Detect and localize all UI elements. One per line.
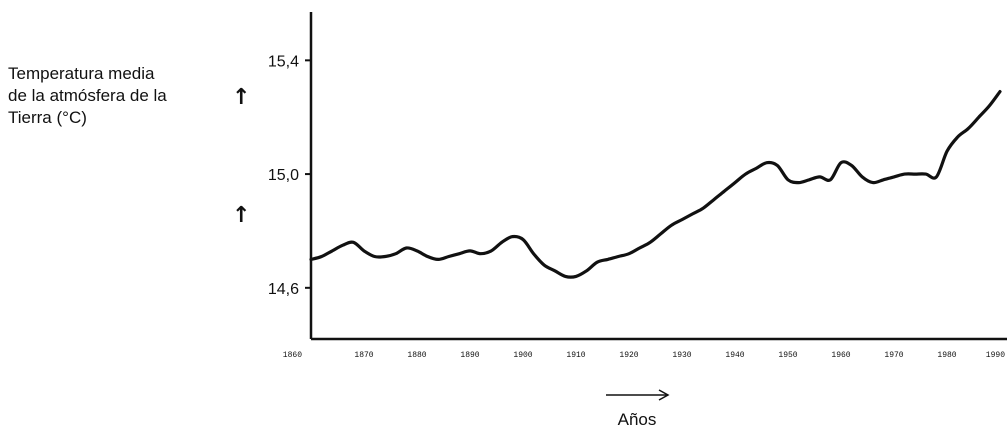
x-tick-label: 1970	[884, 351, 903, 360]
y-axis-label-line: de la atmósfera de la	[8, 86, 167, 105]
x-tick-label: 1910	[566, 351, 585, 360]
x-tick-label: 1870	[354, 351, 373, 360]
x-tick-label: 1930	[672, 351, 691, 360]
x-ticks: 1860 1870 1880 1890 1900 1910 1920 1930 1940 1950…	[283, 351, 1005, 360]
temperature-series-line	[309, 90, 1002, 279]
x-tick-label: 1880	[407, 351, 426, 360]
x-axis-label: Años	[618, 410, 657, 429]
x-tick-label: 1920	[619, 351, 638, 360]
y-ticks: 15,4 15,0 14,6	[268, 53, 311, 298]
x-tick-label: 1960	[831, 351, 850, 360]
x-tick-label: 1900	[513, 351, 532, 360]
y-axis-label-line: Tierra (°C)	[8, 108, 87, 127]
up-arrow-icon: ↑	[232, 85, 250, 110]
x-tick-label: 1890	[460, 351, 479, 360]
x-tick-label: 1980	[937, 351, 956, 360]
up-arrow-icon: ↑	[232, 203, 250, 228]
y-tick-label: 15,4	[268, 53, 299, 70]
y-tick-label: 15,0	[268, 167, 299, 184]
x-tick-label: 1990	[986, 351, 1005, 360]
y-axis-label-line: Temperatura media	[8, 64, 155, 83]
x-tick-label: 1940	[725, 351, 744, 360]
y-tick-label: 14,6	[268, 281, 299, 298]
axes	[309, 12, 1007, 341]
right-arrow-icon	[606, 389, 670, 401]
y-axis-label: Temperatura media de la atmósfera de la …	[8, 63, 167, 129]
x-tick-label: 1950	[778, 351, 797, 360]
x-tick-label: 1860	[283, 351, 302, 360]
